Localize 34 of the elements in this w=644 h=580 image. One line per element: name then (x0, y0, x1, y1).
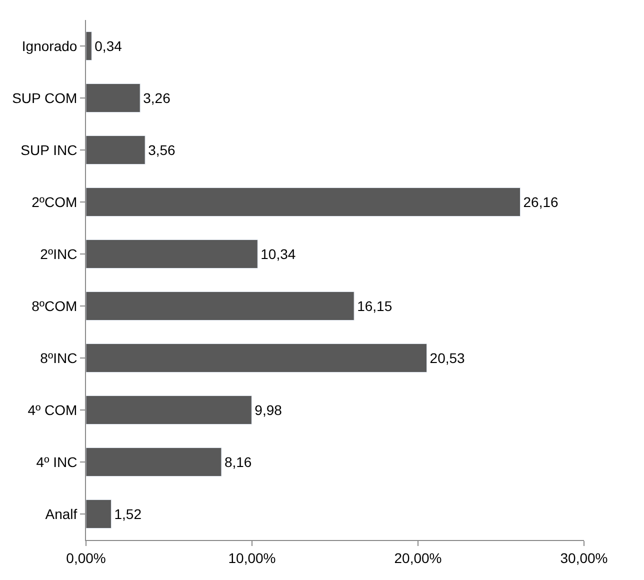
x-tick-label: 20,00% (394, 550, 442, 566)
data-label: 10,34 (260, 246, 296, 262)
data-label: 1,52 (114, 506, 142, 522)
y-tick-label: 4º INC (36, 454, 78, 470)
data-label: 26,16 (523, 194, 559, 210)
data-label: 0,34 (94, 38, 122, 54)
y-tick-label: 8ºCOM (32, 298, 78, 314)
bar (86, 447, 222, 477)
y-tick-label: 4º COM (28, 402, 78, 418)
data-label: 16,15 (357, 298, 392, 314)
y-tick-label: SUP INC (20, 142, 78, 158)
data-label: 8,16 (224, 454, 252, 470)
x-tick-label: 0,00% (66, 550, 106, 566)
data-label: 3,26 (143, 90, 171, 106)
y-tick-label: SUP COM (12, 90, 78, 106)
y-tick-label: 8ºINC (40, 350, 78, 366)
bar (86, 187, 521, 217)
x-tick-label: 10,00% (228, 550, 276, 566)
bar (86, 395, 252, 425)
bar (86, 135, 146, 165)
y-tick-label: 2ºCOM (32, 194, 78, 210)
bar (86, 499, 112, 529)
data-label: 3,56 (148, 142, 176, 158)
bar (86, 239, 258, 269)
data-label: 20,53 (430, 350, 466, 366)
x-tick-label: 30,00% (560, 550, 608, 566)
bar (86, 291, 354, 321)
y-tick-label: Ignorado (22, 38, 78, 54)
bar (86, 83, 140, 113)
bar (86, 31, 92, 61)
y-tick-label: Analf (45, 506, 78, 522)
data-label: 9,98 (254, 402, 282, 418)
y-tick-label: 2ºINC (40, 246, 78, 262)
bar (86, 343, 428, 373)
